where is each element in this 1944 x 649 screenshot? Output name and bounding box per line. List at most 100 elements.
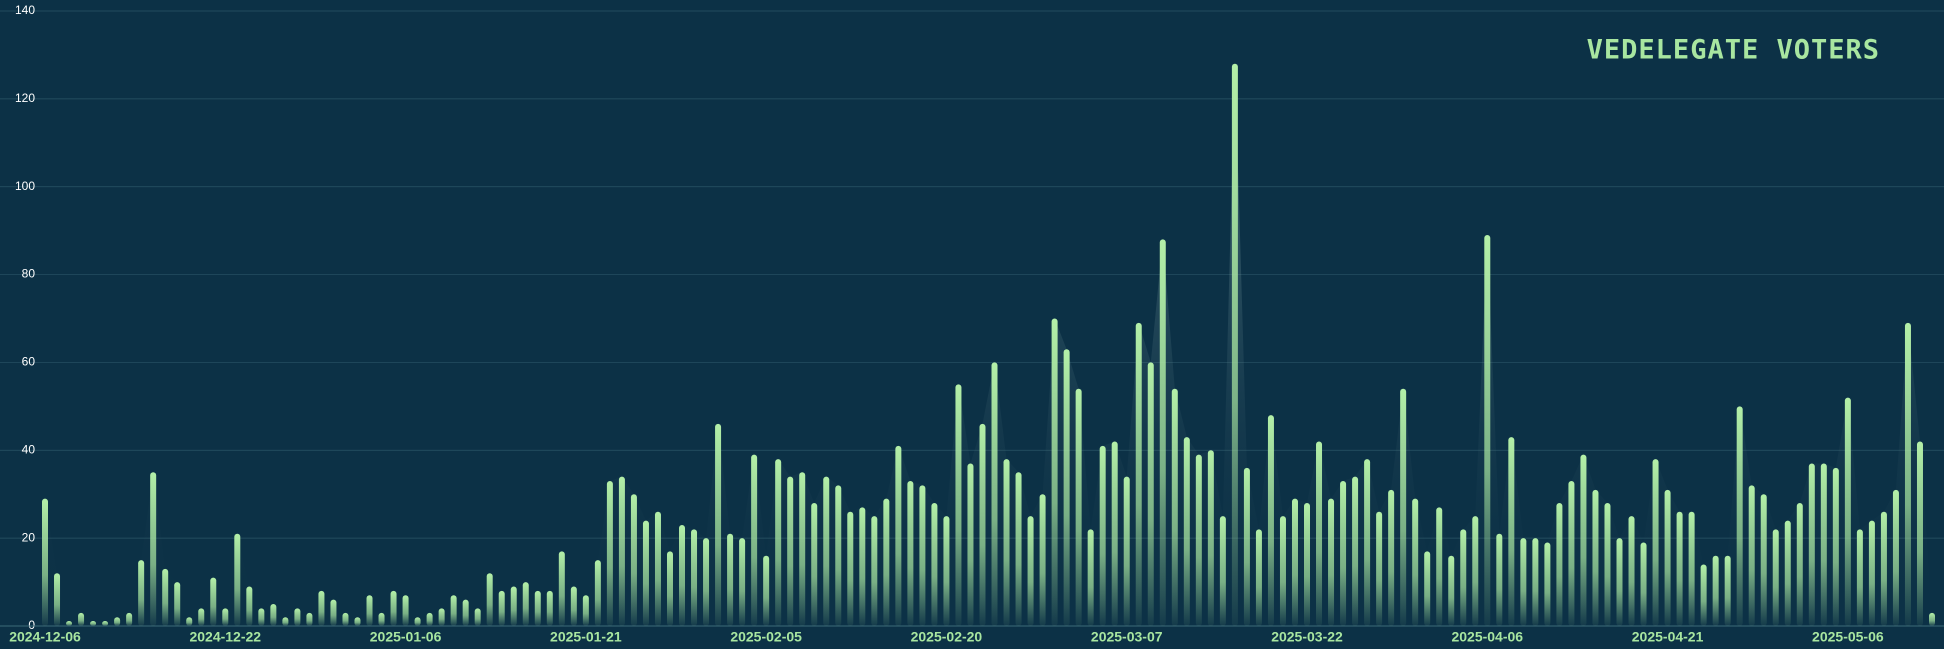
bar bbox=[1496, 533, 1503, 626]
glow-area bbox=[45, 63, 1932, 626]
bar bbox=[1844, 397, 1851, 626]
bar bbox=[210, 577, 217, 626]
bar bbox=[534, 590, 541, 626]
bar bbox=[570, 586, 577, 626]
bar bbox=[426, 612, 433, 626]
x-tick-label: 2025-04-06 bbox=[1451, 629, 1523, 645]
bar bbox=[955, 384, 962, 626]
bar bbox=[1772, 529, 1779, 626]
bar bbox=[162, 568, 169, 626]
bar bbox=[1508, 437, 1515, 626]
bar bbox=[342, 612, 349, 626]
bar bbox=[138, 560, 145, 626]
bar bbox=[1472, 516, 1479, 626]
bar bbox=[1075, 388, 1082, 626]
bar bbox=[1580, 454, 1587, 626]
bar bbox=[378, 612, 385, 626]
bar bbox=[1207, 450, 1214, 626]
bar bbox=[847, 511, 854, 626]
x-tick-label: 2024-12-22 bbox=[189, 629, 261, 645]
bar bbox=[270, 604, 277, 626]
y-tick-label: 0 bbox=[28, 618, 35, 632]
bar bbox=[1484, 235, 1491, 627]
bar bbox=[1388, 489, 1395, 626]
bar bbox=[1616, 538, 1623, 626]
bar bbox=[414, 617, 421, 626]
bar bbox=[438, 608, 445, 626]
chart-title: VEDELEGATE VOTERS bbox=[1587, 35, 1880, 66]
x-tick-label: 2025-02-05 bbox=[730, 629, 802, 645]
bar bbox=[42, 498, 48, 626]
bar bbox=[775, 459, 782, 626]
bar bbox=[666, 551, 673, 626]
bar bbox=[823, 476, 830, 626]
bar bbox=[1664, 489, 1671, 626]
bar bbox=[1904, 322, 1911, 626]
bar bbox=[1700, 564, 1707, 626]
bar bbox=[78, 612, 85, 626]
bar bbox=[1460, 529, 1467, 626]
bar bbox=[1880, 511, 1887, 626]
bar bbox=[1676, 511, 1683, 626]
bar bbox=[1376, 511, 1383, 626]
bar bbox=[102, 621, 109, 626]
bar bbox=[1868, 520, 1875, 626]
x-tick-label: 2025-03-22 bbox=[1271, 629, 1343, 645]
bar bbox=[1688, 511, 1695, 626]
bar bbox=[895, 445, 902, 626]
bar bbox=[1724, 555, 1731, 626]
bar bbox=[1748, 485, 1755, 626]
bar bbox=[486, 573, 493, 626]
x-tick-label: 2025-03-07 bbox=[1091, 629, 1163, 645]
bar bbox=[727, 533, 734, 626]
bar bbox=[558, 551, 565, 626]
bar bbox=[642, 520, 649, 626]
bar bbox=[907, 481, 914, 626]
bar bbox=[1352, 476, 1359, 626]
bar bbox=[1039, 494, 1046, 626]
bar bbox=[1568, 481, 1575, 626]
bar bbox=[1219, 516, 1226, 626]
bar bbox=[931, 503, 938, 626]
y-tick-label: 140 bbox=[15, 3, 35, 17]
bar bbox=[1123, 476, 1130, 626]
bar bbox=[1412, 498, 1419, 626]
bar bbox=[1135, 322, 1142, 626]
bar bbox=[222, 608, 229, 626]
bar bbox=[1532, 538, 1539, 626]
bar bbox=[799, 472, 806, 626]
bar bbox=[883, 498, 890, 626]
x-tick-label: 2025-01-06 bbox=[370, 629, 442, 645]
bar bbox=[835, 485, 842, 626]
bar bbox=[198, 608, 205, 626]
bar bbox=[1544, 542, 1551, 626]
bar bbox=[354, 617, 361, 626]
bar bbox=[366, 595, 373, 626]
bar bbox=[1063, 349, 1070, 626]
bar bbox=[150, 472, 157, 626]
bar bbox=[787, 476, 794, 626]
bar bbox=[258, 608, 265, 626]
bar bbox=[294, 608, 301, 626]
bar bbox=[1520, 538, 1527, 626]
bar bbox=[979, 423, 986, 626]
bar bbox=[1712, 555, 1719, 626]
bar bbox=[1436, 507, 1443, 626]
bar bbox=[1111, 441, 1118, 626]
bar bbox=[1556, 503, 1563, 626]
bar bbox=[1640, 542, 1647, 626]
bar bbox=[1916, 441, 1923, 626]
bar bbox=[594, 560, 601, 626]
bar bbox=[1652, 459, 1659, 626]
bar bbox=[234, 533, 241, 626]
bar bbox=[1892, 489, 1899, 626]
bar bbox=[1628, 516, 1635, 626]
bar bbox=[1856, 529, 1863, 626]
bar bbox=[318, 590, 325, 626]
bar bbox=[1195, 454, 1202, 626]
bar bbox=[943, 516, 950, 626]
bar bbox=[679, 524, 686, 626]
bar bbox=[703, 538, 710, 626]
bar bbox=[991, 362, 998, 626]
